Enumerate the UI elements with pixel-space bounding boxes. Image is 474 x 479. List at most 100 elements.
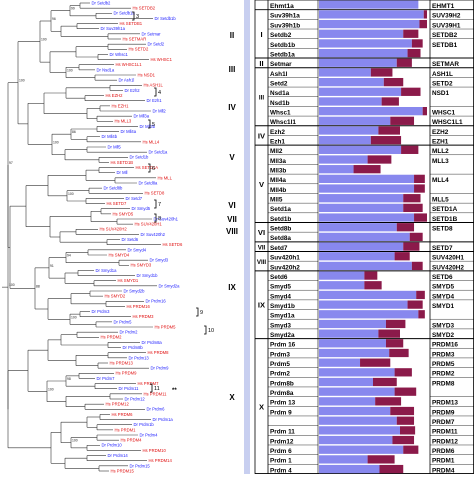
identity-bar <box>319 339 386 348</box>
dr-gene-label: Prdm5 <box>270 361 290 368</box>
leaf-label: Dr Setd1b <box>130 155 150 160</box>
hs-gene-label: PRDM6 <box>432 448 455 455</box>
identity-bar <box>319 97 382 106</box>
identity-bar-accent <box>394 368 412 377</box>
dr-gene-label: Setd6 <box>270 274 288 281</box>
leaf-label: Dr Prdm7 <box>97 376 116 381</box>
identity-bar-accent <box>392 435 415 445</box>
phylogenetic-tree: 9910086100941009810096100911001008810097… <box>2 0 238 473</box>
identity-bar-accent <box>403 194 421 203</box>
identity-bar-accent <box>422 107 427 116</box>
leaf-label: Dr Mll4b <box>102 134 118 139</box>
leaf-label: Hs WHSC1 <box>151 57 173 62</box>
identity-bar <box>319 261 412 271</box>
identity-bar-accent <box>403 242 420 251</box>
identity-bar <box>319 329 379 338</box>
identity-bar <box>319 368 395 377</box>
identity-bar <box>319 126 379 135</box>
identity-bar <box>319 290 417 300</box>
dr-gene-label: Prdm3 <box>270 351 290 358</box>
identity-bar <box>319 242 404 251</box>
leaf-label: Hs SETD7 <box>107 201 127 206</box>
leaf-label: Hs SETD1B <box>111 160 134 165</box>
hs-gene-label: SETD1A <box>432 206 458 213</box>
dr-gene-label: Prdm 16 <box>270 342 296 349</box>
hs-gene-label: SETD8 <box>432 226 453 233</box>
leaf-label: Dr Smyd2a <box>159 283 181 288</box>
hs-gene-label: MLL3 <box>432 158 449 165</box>
identity-bar-accent <box>367 455 395 464</box>
leaf-label: Hs PRDM1 <box>115 427 137 432</box>
clade-numeral: VI <box>228 201 236 210</box>
leaf-label: Hs SETD8 <box>145 191 165 196</box>
bootstrap-value: 100 <box>53 140 59 144</box>
leaf-label: Dr Mll3a <box>134 114 150 119</box>
leaf-label: Hs PRDM3 <box>133 314 155 319</box>
leaf-label: Dr Smyd4 <box>128 247 147 252</box>
identity-bar-accent <box>378 126 400 135</box>
identity-bar-accent <box>414 213 427 222</box>
hs-gene-label: NSD1 <box>432 90 449 97</box>
hs-gene-label: PRDM4 <box>432 467 455 474</box>
dr-gene-label: Setd1b <box>270 216 291 223</box>
dr-gene-label: Mll3b <box>270 168 286 175</box>
hs-gene-label: SMYD3 <box>432 322 454 329</box>
leaf-label: Dr Nsd1a <box>97 67 115 72</box>
leaf-label: Hs PRDM12 <box>106 402 130 407</box>
identity-bar-accent <box>360 358 391 367</box>
dr-gene-label: Smyd5 <box>270 284 291 291</box>
hs-gene-label: SMYD5 <box>432 284 454 291</box>
identity-bar-accent <box>373 377 397 387</box>
leaf-label: Hs SMYD2 <box>105 294 126 299</box>
hs-gene-label: SETD6 <box>432 274 453 281</box>
hs-gene-label: SUV39H1 <box>432 22 461 29</box>
leaf-label: Dr Suv420h1 <box>154 216 179 221</box>
leaf-label: Dr Setmar <box>142 31 162 36</box>
leaf-label: Dr Smyd1a <box>96 268 118 273</box>
dr-gene-label: Nsd1a <box>270 90 290 97</box>
leaf-label: Hs SMYD1 <box>118 278 139 283</box>
dr-gene-label: Setd8b <box>270 226 291 233</box>
dr-gene-label: Prdm12 <box>270 438 294 445</box>
leaf-label: Hs SETD2 <box>129 47 149 52</box>
identity-bar-accent <box>381 97 399 106</box>
dr-gene-label: Suv420h1 <box>270 255 300 262</box>
leaf-label: Dr Prdm9 <box>151 366 170 371</box>
dr-gene-label: Mll4b <box>270 187 286 194</box>
leaf-label: Dr Setd2 <box>148 42 165 47</box>
identity-bar <box>319 48 408 58</box>
leaf-label: Dr Mll <box>117 170 128 175</box>
bracket-number: 6 <box>152 166 155 172</box>
bootstrap-value: 98 <box>67 377 71 381</box>
dr-gene-label: Suv39h1a <box>270 13 300 20</box>
clade-numeral: X <box>229 393 235 402</box>
identity-bar <box>319 310 419 319</box>
dr-gene-label: Mll5 <box>270 197 283 204</box>
identity-bar-accent <box>416 290 425 300</box>
identity-bar-accent <box>419 19 427 29</box>
leaf-label: Hs SMYD3 <box>131 263 152 268</box>
identity-bar <box>319 252 395 261</box>
group-numeral: X <box>259 402 264 411</box>
hs-gene-label: SETMAR <box>432 61 459 68</box>
dr-gene-label: Prdm 9 <box>270 409 292 416</box>
leaf-label: Dr Prdm5 <box>114 319 133 324</box>
hs-gene-label: SMYD2 <box>432 332 454 339</box>
dr-gene-label: Suv420h2 <box>270 264 300 271</box>
bootstrap-value: 97 <box>9 161 13 165</box>
leaf-label: Dr Prdm14 <box>108 453 129 458</box>
identity-bar-accent <box>400 426 416 435</box>
identity-bar-accent <box>378 329 400 338</box>
identity-bar <box>319 397 376 406</box>
leaf-label: Hs MLL <box>158 175 173 180</box>
leaf-label: Hs EZH2 <box>106 93 124 98</box>
identity-bar <box>319 232 410 242</box>
identity-bar <box>319 87 402 96</box>
identity-bar-accent <box>385 339 404 348</box>
bracket-number: 11 <box>154 386 160 392</box>
identity-bar-accent <box>411 39 423 48</box>
leaf-label: Hs SETD1A <box>136 165 159 170</box>
leaf-label: Hs PRDM14 <box>149 458 173 463</box>
identity-bar <box>319 39 412 48</box>
leaf-label: Hs SUV420H2 <box>100 227 128 232</box>
